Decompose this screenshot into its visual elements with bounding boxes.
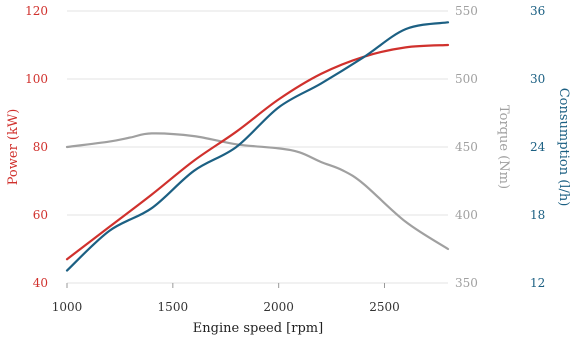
x-tick-label: 1500 xyxy=(158,300,189,314)
y-tick-label: 450 xyxy=(455,140,478,154)
torque-line xyxy=(65,132,450,251)
y-tick-label: 36 xyxy=(530,4,545,18)
power-axis-title: Power (kW) xyxy=(6,109,21,186)
y-tick-label: 550 xyxy=(455,4,478,18)
y-tick-label: 12 xyxy=(530,276,545,290)
y-tick-label: 400 xyxy=(455,208,478,222)
y-tick-label: 500 xyxy=(455,72,478,86)
y-tick-label: 24 xyxy=(530,140,546,154)
x-tick-label: 2500 xyxy=(369,300,400,314)
x-axis-title: Engine speed [rpm] xyxy=(193,321,323,336)
y-tick-label: 120 xyxy=(25,4,48,18)
y-tick-label: 60 xyxy=(33,208,48,222)
power-line xyxy=(65,43,450,261)
y-tick-label: 80 xyxy=(33,140,48,154)
y-tick-label: 30 xyxy=(530,72,545,86)
y-tick-label: 100 xyxy=(25,72,48,86)
torque-axis-title: Torque (Nm) xyxy=(496,105,511,189)
x-tick-label: 2000 xyxy=(263,300,294,314)
tick-labels: 40 60 80 100 120 350 400 450 500 550 12 18 24 30 36 100… xyxy=(25,4,546,314)
consumption-line xyxy=(65,21,450,272)
consumption-axis-title: Consumption (l/h) xyxy=(556,88,571,207)
y-tick-label: 18 xyxy=(530,208,545,222)
y-tick-label: 40 xyxy=(33,276,48,290)
series-lines xyxy=(65,21,450,272)
y-tick-label: 350 xyxy=(455,276,478,290)
x-tick-label: 1000 xyxy=(52,300,83,314)
